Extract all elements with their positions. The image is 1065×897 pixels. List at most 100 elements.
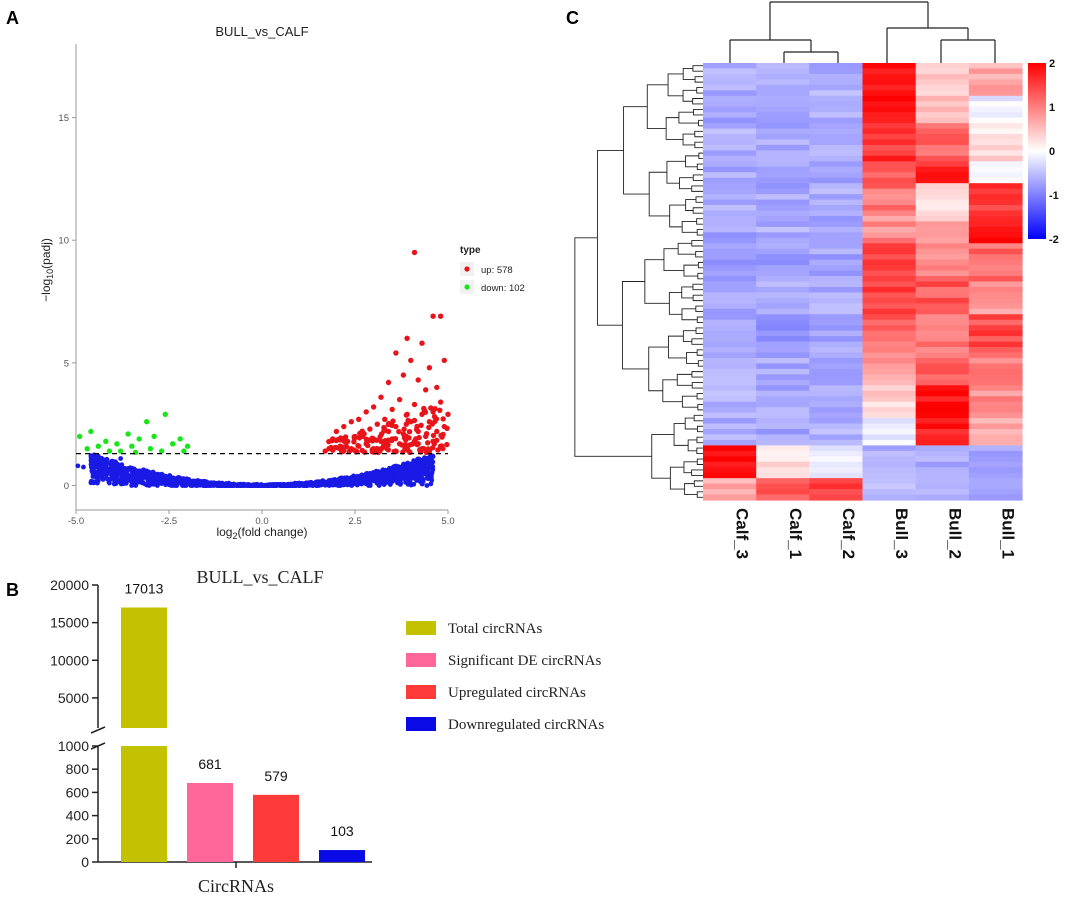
row-dendrogram-branch — [695, 196, 703, 203]
volcano-point-ns — [336, 477, 341, 482]
heatmap-cell — [809, 330, 864, 337]
volcano-point-ns — [117, 464, 122, 470]
heatmap-cell — [809, 423, 864, 430]
volcano-point-up — [374, 421, 380, 427]
heatmap-cell — [756, 286, 810, 294]
heatmap-cell — [756, 90, 810, 97]
volcano-point-up — [401, 426, 407, 432]
heatmap-cell — [809, 341, 864, 348]
volcano-point-down — [106, 448, 113, 454]
row-dendrogram-branch — [673, 423, 689, 446]
bar-3 — [253, 794, 299, 862]
heatmap-cell — [915, 308, 970, 315]
volcano-x-tick-label: -2.5 — [161, 516, 177, 527]
heatmap-cell — [968, 341, 1023, 348]
heatmap-cell — [809, 232, 864, 239]
panel-label-a: A — [6, 8, 19, 28]
volcano-y-tick-label: 5 — [64, 358, 69, 369]
volcano-point-ns — [381, 482, 387, 487]
volcano-point-up — [396, 428, 402, 435]
heatmap-cell — [968, 347, 1023, 354]
heatmap-cell — [703, 210, 757, 217]
heatmap-cell — [703, 139, 757, 146]
heatmap-cell — [703, 330, 757, 337]
row-dendrogram-branch — [693, 108, 703, 116]
heatmap-cell — [915, 396, 970, 403]
heatmap-cell — [703, 232, 757, 239]
heatmap-cell — [809, 194, 864, 201]
heatmap-cell — [703, 494, 757, 501]
heatmap-cell — [756, 478, 810, 485]
heatmap-cell — [862, 188, 917, 195]
heatmap-cell — [915, 210, 970, 217]
heatmap-cell — [809, 101, 864, 108]
heatmap-cell — [703, 237, 757, 244]
row-dendrogram-branch — [665, 117, 684, 140]
heatmap-cell — [862, 134, 917, 141]
volcano-point-down — [117, 448, 124, 454]
heatmap-cell — [862, 396, 917, 403]
heatmap-cell — [968, 205, 1023, 212]
heatmap-cell — [809, 401, 864, 408]
heatmap-cell — [968, 336, 1023, 343]
volcano-point-ns — [263, 483, 268, 488]
heatmap-cell — [968, 319, 1023, 326]
heatmap-cell — [756, 265, 810, 272]
heatmap-cell — [968, 445, 1023, 452]
heatmap-cell — [968, 117, 1023, 124]
volcano-point-up — [341, 423, 347, 430]
row-dendrogram-branch — [687, 439, 697, 452]
heatmap-cell — [756, 84, 810, 91]
volcano-point-ns — [166, 475, 172, 481]
heatmap-cell — [915, 434, 970, 441]
heatmap-cell — [862, 445, 917, 452]
heatmap-cell — [809, 434, 864, 441]
volcano-x-label: log2(fold change) — [216, 525, 307, 541]
heatmap-cell — [862, 379, 917, 386]
heatmap-cell — [915, 450, 970, 457]
heatmap-cell — [756, 325, 810, 332]
heatmap-cell — [915, 379, 970, 386]
heatmap-cell — [968, 112, 1023, 119]
heatmap-cell — [756, 347, 810, 354]
heatmap-cell — [968, 352, 1023, 359]
volcano-legend-title: type — [460, 245, 481, 256]
heatmap-cell — [968, 308, 1023, 315]
heatmap-cell — [915, 276, 970, 283]
heatmap-cell — [756, 79, 810, 86]
heatmap-cell — [756, 423, 810, 430]
volcano-point-ns — [214, 483, 220, 488]
bar-y-tick-label: 10000 — [50, 652, 89, 668]
heatmap-cell — [703, 134, 757, 141]
row-dendrogram-branch — [681, 286, 694, 299]
heatmap-cell — [809, 439, 864, 446]
volcano-point-ns — [379, 469, 385, 475]
volcano-point-up — [349, 446, 355, 453]
heatmap-cell — [756, 379, 810, 386]
heatmap-cell — [756, 161, 810, 168]
heatmap-cell — [862, 79, 917, 86]
heatmap-cell — [703, 434, 757, 441]
row-dendrogram-branch — [683, 461, 698, 474]
volcano-point-ns — [90, 457, 95, 462]
bar-y-tick-label: 20000 — [50, 577, 89, 593]
heatmap-cell — [756, 205, 810, 212]
volcano-point-up — [440, 431, 446, 438]
volcano-point-up — [425, 446, 431, 452]
heatmap-cell — [968, 385, 1023, 392]
heatmap-cell — [809, 84, 864, 91]
heatmap-cell — [968, 63, 1023, 70]
volcano-point-up — [444, 441, 450, 448]
heatmap-cell — [703, 205, 757, 212]
heatmap-cell — [703, 445, 757, 452]
heatmap-cell — [809, 357, 864, 365]
volcano-point-up — [406, 429, 413, 435]
heatmap-cell — [862, 418, 917, 425]
legend-label-down: down: 102 — [481, 283, 525, 294]
row-dendrogram-branch — [696, 491, 703, 498]
row-dendrogram-branch — [677, 242, 696, 255]
heatmap-cell — [862, 341, 917, 348]
heatmap-cell — [756, 385, 810, 392]
volcano-point-ns — [411, 481, 417, 487]
heatmap-cell — [968, 84, 1023, 91]
